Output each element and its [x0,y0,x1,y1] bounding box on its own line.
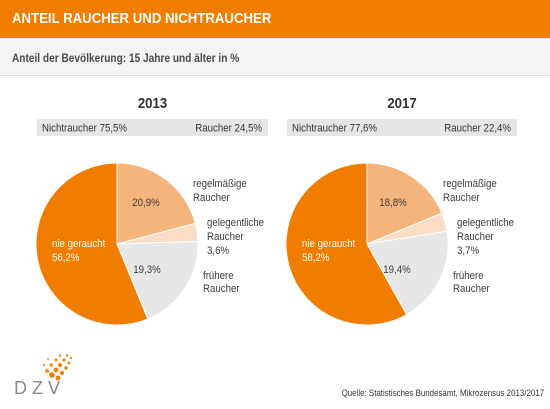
summary-value: 75,5% [100,123,127,135]
pie-2017-label-regelmaessige-raucher-line-2: Raucher [443,193,480,205]
summary-raucher-2013: Raucher 24,5% [195,123,262,135]
pie-2017-value-nie-geraucht: 58,2% [302,253,329,265]
pie-2013-value-regelmaessige-raucher: 20,9% [132,198,159,210]
summary-label: Raucher [195,123,232,135]
pie-2017-label-fruehere-raucher-line-2: Raucher [453,284,490,296]
chart-title-2013: 2013 [138,94,167,111]
pie-2017-slice-fruehere-raucher [366,230,449,316]
summary-label: Raucher [444,123,481,135]
summary-nichtraucher-2013: Nichtraucher 75,5% [42,123,127,135]
summary-label: Nichtraucher [292,123,347,135]
pie-2013-label-gelegentliche-raucher-line-1: gelegentliche [207,218,264,230]
pie-2013-label-fruehere-raucher-line-2: Raucher [203,284,240,296]
pie-2013-label-regelmaessige-raucher-line-2: Raucher [193,193,230,205]
pie-2013-value-fruehere-raucher: 19,3% [133,265,160,277]
logo-text: DZV [14,378,65,398]
pie-2017-label-gelegentliche-raucher-line-1: gelegentliche [457,218,514,230]
pie-2017-label-gelegentliche-raucher-line-2: Raucher [457,232,494,244]
pie-2017-label-nie-geraucht-line-1: nie geraucht [302,239,355,251]
summary-bar-background [287,119,517,136]
summary-nichtraucher-2017: Nichtraucher 77,6% [292,123,377,135]
pie-2017-slice-regelmaessige-raucher [366,162,443,245]
pie-2013-label-regelmaessige-raucher-line-1: regelmäßige [193,179,247,191]
subtitle: Anteil der Bevölkerung: 15 Jahre und ält… [12,53,240,65]
pie-2013-label-fruehere-raucher-line-1: frühere [203,271,234,283]
logo-dots-icon [42,354,73,381]
pie-2017-value-regelmaessige-raucher: 18,8% [379,198,406,210]
summary-bar-2017: Nichtraucher 77,6% Raucher 22,4% [287,119,517,136]
chart-title-2017: 2017 [387,94,416,111]
summary-bar-2013: Nichtraucher 75,5% Raucher 24,5% [37,119,268,136]
summary-value: 22,4% [484,123,511,135]
page-title: ANTEIL RAUCHER UND NICHTRAUCHER [12,10,272,27]
summary-value: 77,6% [350,123,377,135]
summary-bar-background [37,119,268,136]
pie-2017-label-regelmaessige-raucher-line-1: regelmäßige [443,179,497,191]
summary-value: 24,5% [235,123,262,135]
source-note: Quelle: Statistisches Bundesamt, Mikroze… [341,388,544,398]
pie-2013-value-nie-geraucht: 56,2% [52,253,79,265]
summary-label: Nichtraucher [42,123,97,135]
pie-2013-slice-regelmaessige-raucher [116,162,196,245]
pie-2017-value-gelegentliche-raucher: 3,7% [457,246,479,258]
pie-2013-label-nie-geraucht-line-1: nie geraucht [52,239,105,251]
pie-2013-label-gelegentliche-raucher-line-2: Raucher [207,232,244,244]
pie-2013-slice-nie-geraucht [35,162,149,326]
subtitle-band: Anteil der Bevölkerung: 15 Jahre und ält… [0,38,550,76]
header-bar: ANTEIL RAUCHER UND NICHTRAUCHER [0,0,550,38]
dzv-logo: DZV [14,354,73,398]
pie-2017-slice-nie-geraucht [285,162,408,326]
pie-2013-slice-fruehere-raucher [116,240,199,320]
summary-raucher-2017: Raucher 22,4% [444,123,511,135]
pie-chart-2017: 2017 Nichtraucher 77,6% Raucher 22,4% regel… [285,94,517,326]
pie-chart-2013: 2013 Nichtraucher 75,5% Raucher 24,5% regel… [35,94,268,326]
pie-2017-value-fruehere-raucher: 19,4% [383,265,410,277]
pie-2017-label-fruehere-raucher-line-1: frühere [453,271,484,283]
pie-2013-value-gelegentliche-raucher: 3,6% [207,246,229,258]
